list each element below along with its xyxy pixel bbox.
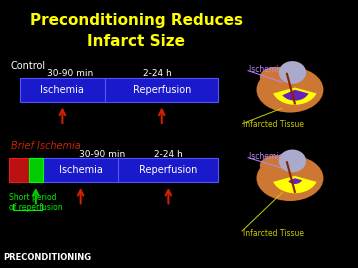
Wedge shape xyxy=(282,90,309,100)
Ellipse shape xyxy=(260,155,293,176)
Text: Ischemic Area: Ischemic Area xyxy=(249,152,303,161)
Bar xyxy=(29,158,43,182)
Text: Infarcted Tissue: Infarcted Tissue xyxy=(243,229,304,238)
Bar xyxy=(20,78,218,102)
Bar xyxy=(43,158,218,182)
Ellipse shape xyxy=(279,150,306,172)
Text: Control: Control xyxy=(11,61,46,71)
Ellipse shape xyxy=(256,67,324,113)
Wedge shape xyxy=(288,178,302,184)
Text: Reperfusion: Reperfusion xyxy=(132,85,191,95)
Text: Ischemia: Ischemia xyxy=(40,85,84,95)
Wedge shape xyxy=(273,87,316,105)
Bar xyxy=(9,158,29,182)
Ellipse shape xyxy=(260,67,293,87)
Text: Reperfusion: Reperfusion xyxy=(139,165,198,175)
Text: 30-90 min: 30-90 min xyxy=(47,69,93,78)
Text: Ischemic Area: Ischemic Area xyxy=(249,65,303,74)
Text: 30-90 min: 30-90 min xyxy=(79,150,125,159)
Text: PRECONDITIONING: PRECONDITIONING xyxy=(4,253,92,262)
Text: Brief Ischemia: Brief Ischemia xyxy=(11,141,81,151)
Text: Infarcted Tissue: Infarcted Tissue xyxy=(243,120,304,129)
Ellipse shape xyxy=(279,61,306,84)
Text: Infarct Size: Infarct Size xyxy=(87,34,185,49)
Ellipse shape xyxy=(256,155,324,201)
Text: Ischemia: Ischemia xyxy=(59,165,103,175)
Text: Preconditioning Reduces: Preconditioning Reduces xyxy=(30,13,242,28)
Text: Short period
of reperfusion: Short period of reperfusion xyxy=(9,193,63,212)
Wedge shape xyxy=(273,176,316,193)
Text: 2-24 h: 2-24 h xyxy=(143,69,172,78)
Text: 2-24 h: 2-24 h xyxy=(154,150,183,159)
